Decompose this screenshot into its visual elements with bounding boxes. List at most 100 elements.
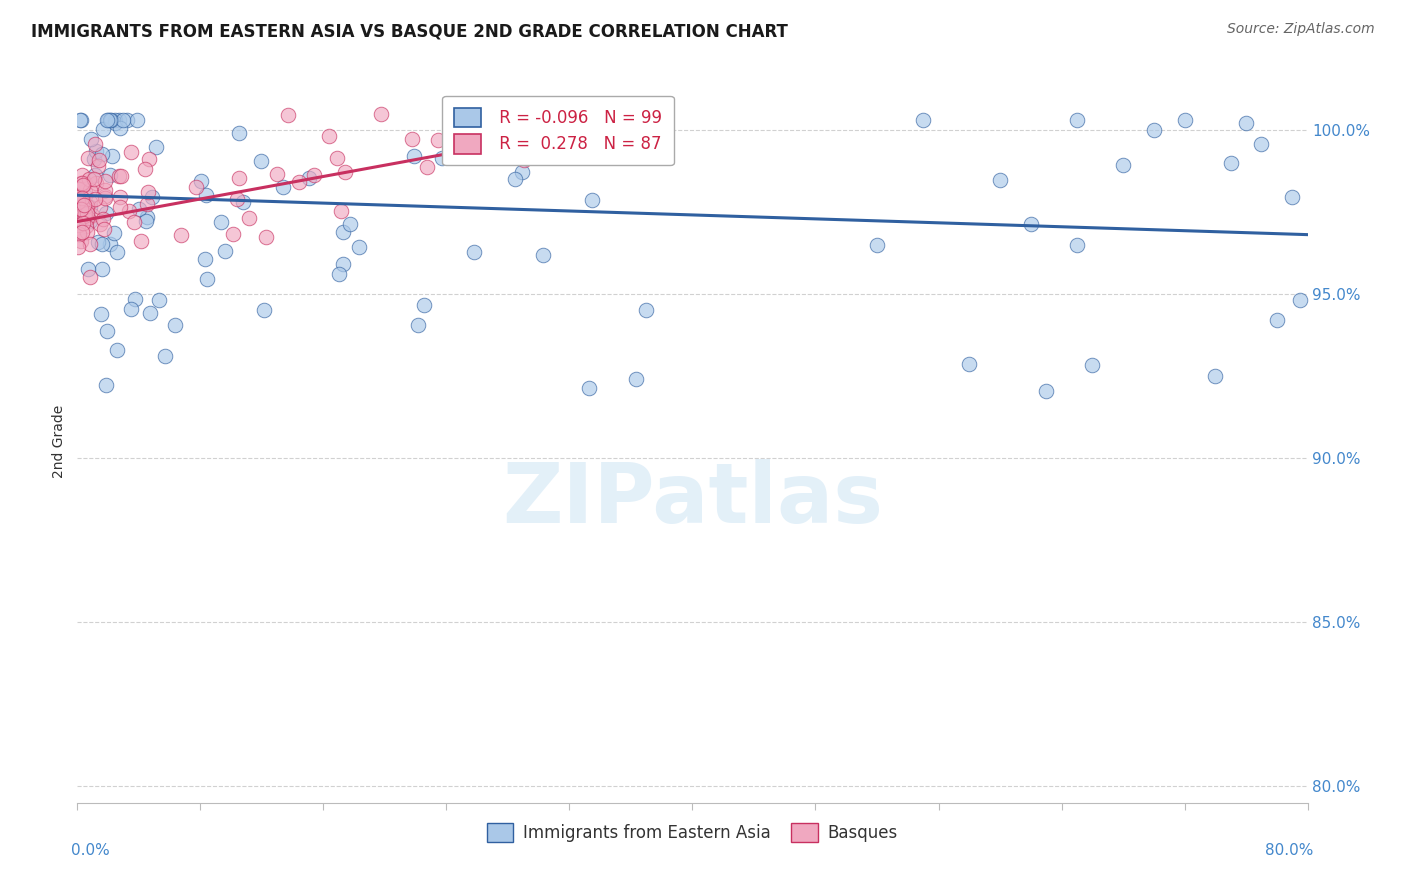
Text: 0.0%: 0.0% [72, 843, 110, 857]
Point [83, 168, 105, 182]
Point [69, 202, 91, 217]
Point [101, 148, 124, 162]
Point [330, 204, 353, 219]
Point [401, 132, 423, 146]
Point [79, 183, 101, 197]
Point [70, 178, 93, 193]
Point [332, 257, 354, 271]
Point [121, 301, 143, 316]
Point [91, 237, 114, 252]
Point [89, 201, 111, 215]
Point [105, 245, 128, 260]
Point [190, 174, 212, 188]
Point [83, 193, 105, 207]
Point [67, 182, 90, 196]
Point [94, 189, 117, 203]
Point [271, 179, 294, 194]
Point [79, 213, 101, 227]
Point [1112, 158, 1135, 172]
Point [513, 153, 536, 167]
Point [1281, 190, 1303, 204]
Point [84, 144, 107, 158]
Point [79, 200, 101, 214]
Point [69, 112, 91, 127]
Point [96, 112, 118, 127]
Point [103, 227, 125, 241]
Point [1234, 116, 1257, 130]
Point [195, 271, 218, 285]
Point [67, 202, 90, 217]
Point [138, 152, 160, 166]
Point [228, 171, 250, 186]
Point [87, 159, 110, 173]
Point [70, 177, 93, 191]
Point [72, 176, 94, 190]
Point [1066, 238, 1088, 252]
Point [912, 112, 935, 127]
Point [370, 107, 392, 121]
Point [90, 307, 112, 321]
Point [415, 160, 437, 174]
Point [124, 293, 146, 307]
Point [70, 178, 93, 193]
Point [581, 194, 603, 208]
Point [73, 189, 96, 203]
Point [80, 132, 103, 146]
Point [108, 121, 131, 136]
Point [866, 238, 889, 252]
Point [957, 357, 980, 371]
Point [100, 112, 122, 127]
Point [1204, 368, 1226, 383]
Point [70, 225, 93, 239]
Point [70, 112, 93, 127]
Point [89, 217, 111, 231]
Point [165, 318, 187, 332]
Point [70, 169, 93, 183]
Point [125, 112, 148, 127]
Point [77, 171, 100, 186]
Point [97, 112, 120, 127]
Text: 80.0%: 80.0% [1265, 843, 1313, 857]
Point [128, 202, 150, 216]
Legend: Immigrants from Eastern Asia, Basques: Immigrants from Eastern Asia, Basques [479, 816, 905, 848]
Point [75, 219, 97, 233]
Point [96, 325, 118, 339]
Point [104, 112, 127, 127]
Point [112, 112, 135, 127]
Point [107, 169, 129, 183]
Point [67, 240, 90, 254]
Point [80, 208, 103, 222]
Point [463, 244, 485, 259]
Point [141, 189, 163, 203]
Y-axis label: 2nd Grade: 2nd Grade [52, 405, 66, 478]
Point [505, 172, 527, 186]
Point [91, 262, 114, 277]
Point [266, 167, 288, 181]
Point [605, 133, 627, 147]
Point [73, 177, 96, 191]
Point [118, 204, 141, 219]
Point [222, 227, 245, 241]
Point [79, 194, 101, 209]
Point [110, 169, 132, 184]
Point [170, 227, 193, 242]
Point [432, 151, 454, 165]
Point [413, 298, 436, 312]
Point [581, 121, 603, 136]
Point [288, 175, 311, 189]
Point [402, 149, 425, 163]
Point [87, 153, 110, 167]
Point [194, 252, 217, 266]
Point [139, 306, 162, 320]
Point [79, 270, 101, 285]
Point [70, 210, 93, 224]
Point [69, 234, 91, 248]
Point [1289, 293, 1312, 307]
Point [67, 194, 90, 209]
Point [630, 114, 652, 128]
Point [1219, 156, 1241, 170]
Point [83, 171, 105, 186]
Point [145, 140, 167, 154]
Point [1066, 112, 1088, 127]
Point [120, 145, 142, 159]
